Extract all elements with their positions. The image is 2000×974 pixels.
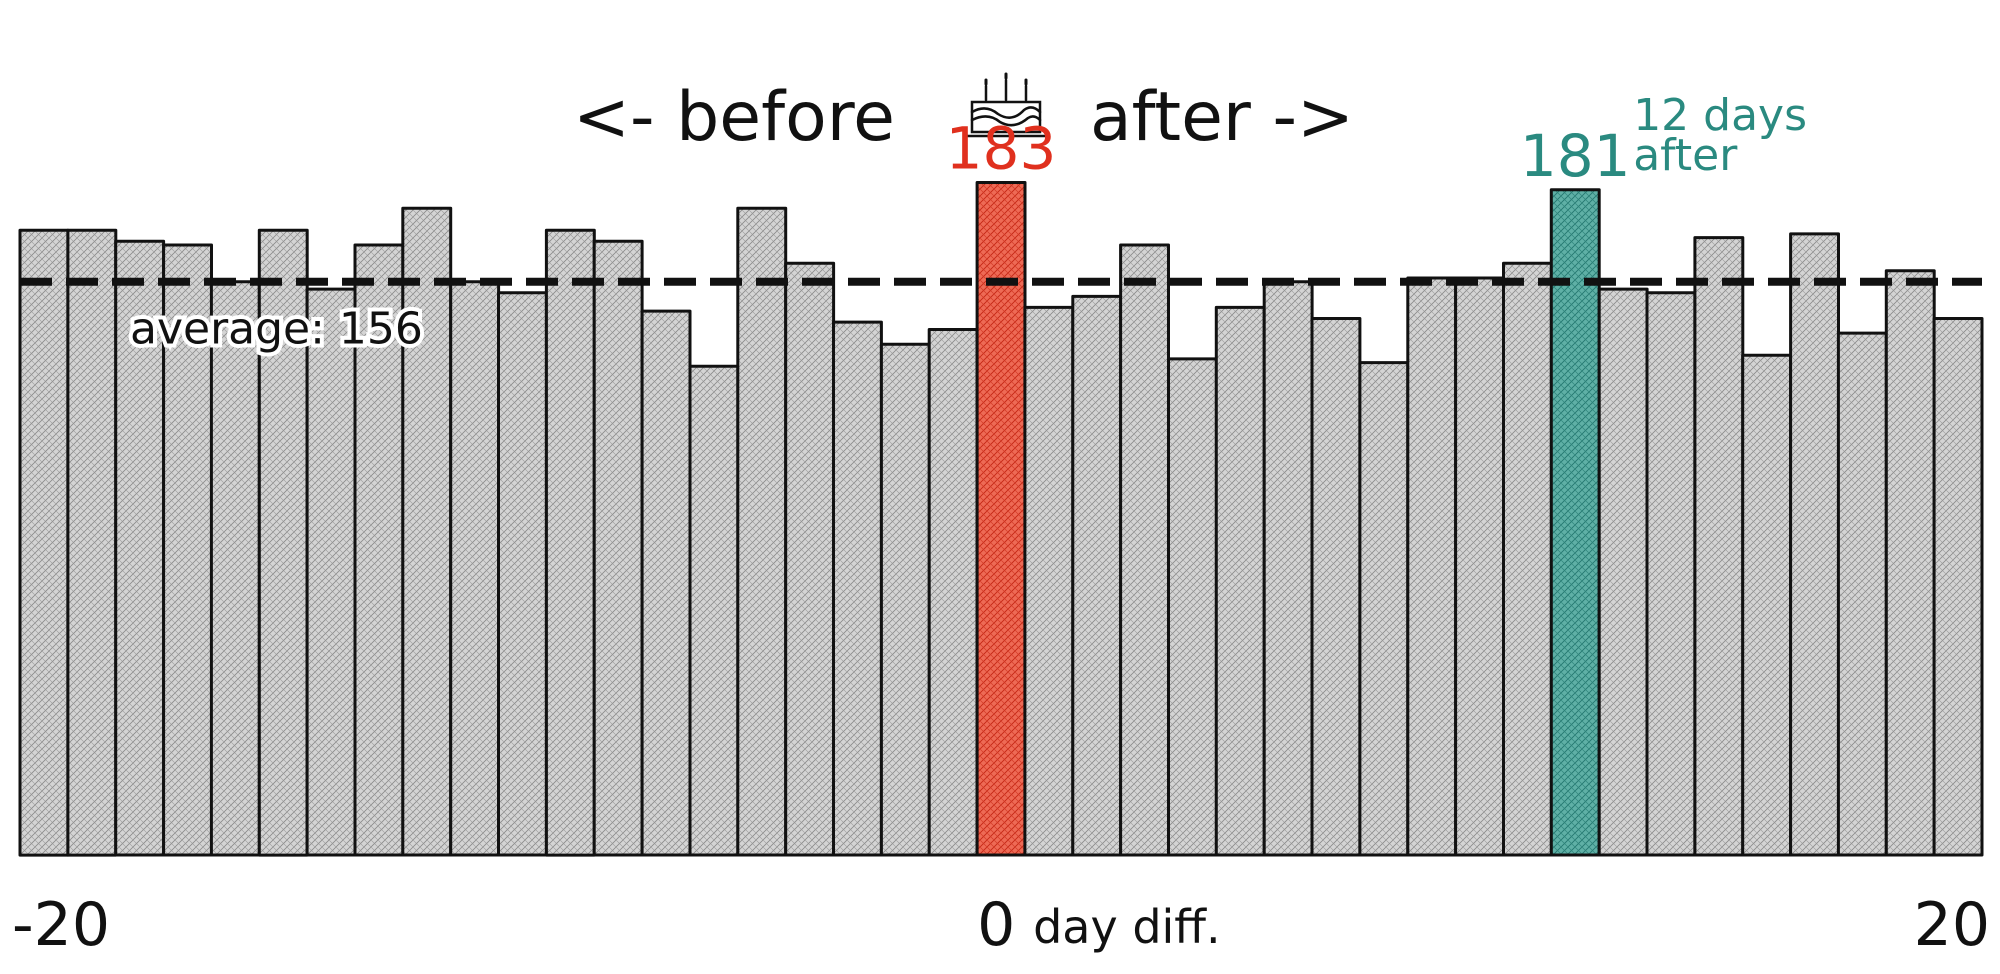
x-tick-label-max: 20 <box>1914 890 1990 960</box>
bar-highlight <box>1549 188 1601 857</box>
bar <box>353 243 405 857</box>
bar <box>1310 317 1362 857</box>
bar <box>1597 287 1649 857</box>
bar <box>1693 236 1745 857</box>
bar-value-label: 181 <box>1520 122 1631 190</box>
title-after-text: after -> <box>1090 78 1354 157</box>
bar <box>162 243 214 857</box>
bar <box>1071 294 1123 857</box>
average-label: average: 156 <box>130 304 423 355</box>
title-before-text: <- before <box>573 78 895 157</box>
bar <box>305 287 357 857</box>
bar <box>1214 305 1266 857</box>
bars <box>18 181 1984 857</box>
bar-highlight <box>975 181 1027 857</box>
bar-annotation-line: after <box>1633 130 1738 181</box>
bar <box>209 280 261 857</box>
bar <box>1502 261 1553 857</box>
bar <box>640 309 692 857</box>
bar <box>1262 280 1314 857</box>
bar <box>592 239 644 857</box>
bar <box>18 228 70 857</box>
bar-value-label: 183 <box>946 115 1057 183</box>
bar <box>1119 243 1170 857</box>
bar <box>736 206 788 857</box>
bar <box>1358 361 1410 857</box>
chart-title: <- before after -> <box>573 72 1354 157</box>
bar <box>879 342 931 857</box>
bar <box>497 291 548 857</box>
x-tick-label-zero: 0 <box>977 890 1015 960</box>
bar <box>544 228 596 857</box>
bar <box>688 364 740 857</box>
bar <box>1884 269 1936 857</box>
bar <box>66 228 118 857</box>
bar <box>1741 353 1793 857</box>
bar <box>114 239 166 857</box>
bar <box>1167 357 1218 857</box>
x-tick-label-min: -20 <box>12 890 110 960</box>
bar <box>401 206 453 857</box>
birthday-cake-icon <box>964 72 1048 138</box>
x-axis-label: day diff. <box>1033 900 1221 954</box>
bar <box>1023 305 1075 857</box>
bar <box>1932 317 1984 857</box>
bar <box>927 328 979 857</box>
bar <box>832 320 883 857</box>
bar <box>1454 276 1505 857</box>
bar <box>1645 291 1697 857</box>
bar-annotation-line: 12 days <box>1633 90 1807 141</box>
bar <box>1789 232 1840 857</box>
bar <box>1836 331 1888 857</box>
bar <box>784 261 836 857</box>
bar <box>449 280 501 857</box>
bar <box>1406 276 1458 857</box>
